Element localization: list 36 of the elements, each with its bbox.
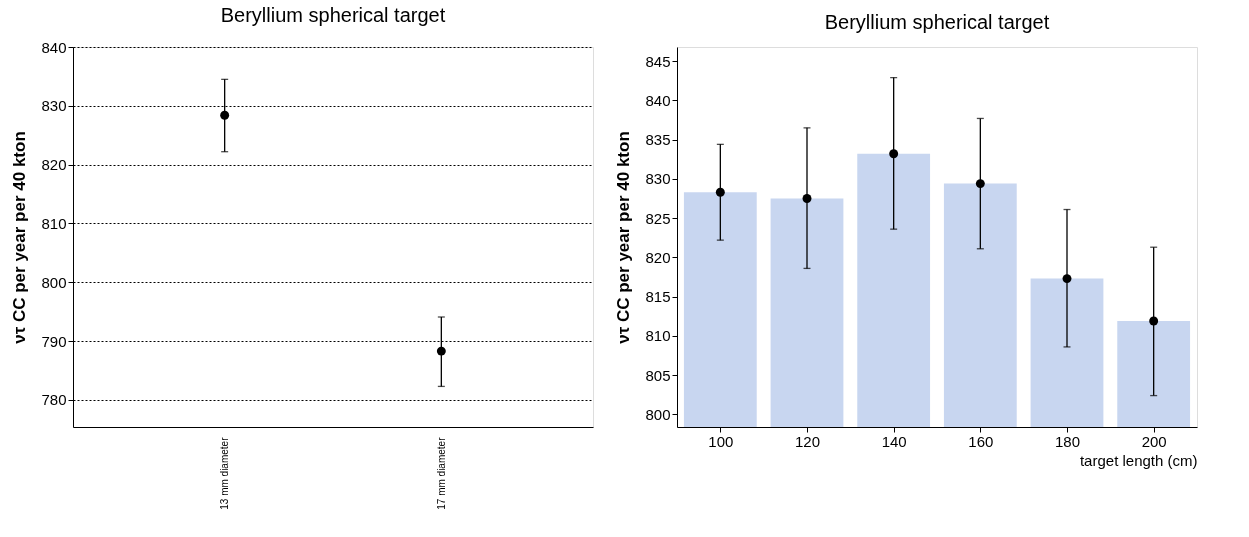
- x-tick-label: 100: [708, 432, 734, 450]
- y-tick-label: 800: [41, 273, 67, 291]
- point: [889, 149, 899, 159]
- x-tick-label: 13 mm diameter: [219, 436, 231, 510]
- point: [975, 179, 985, 189]
- y-tick-label: 820: [645, 248, 671, 266]
- x-tick-label: 160: [968, 432, 994, 450]
- chart-title: Beryllium spherical target: [824, 11, 1050, 33]
- x-tick-label: 140: [881, 432, 907, 450]
- y-tick-label: 835: [645, 131, 671, 149]
- y-tick-label: 840: [645, 91, 671, 109]
- y-tick-label: 810: [41, 214, 67, 232]
- x-tick-label: 200: [1141, 432, 1167, 450]
- y-tick-label: 840: [41, 38, 67, 56]
- y-tick-label: 815: [645, 288, 671, 306]
- x-tick-label: 17 mm diameter: [435, 436, 447, 510]
- y-tick-label: 830: [41, 97, 67, 115]
- y-tick-label: 810: [645, 327, 671, 345]
- x-tick-label: 180: [1054, 432, 1081, 450]
- point: [715, 187, 725, 197]
- y-tick-label: 845: [645, 52, 671, 70]
- y-tick-label: 825: [645, 209, 671, 227]
- y-tick-label: 790: [41, 332, 67, 350]
- chart-title: Beryllium spherical target: [220, 4, 446, 26]
- y-axis-title: ντ CC per year per 40 kton: [614, 131, 634, 344]
- y-tick-label: 805: [645, 366, 671, 384]
- y-axis-title: ντ CC per year per 40 kton: [10, 131, 30, 344]
- point: [1149, 316, 1159, 326]
- point: [1062, 274, 1072, 284]
- y-tick-label: 820: [41, 156, 67, 174]
- y-tick-label: 800: [645, 405, 671, 423]
- point: [802, 194, 812, 203]
- x-tick-label: 120: [794, 432, 821, 450]
- y-tick-label: 780: [41, 391, 67, 409]
- x-axis-title: target length (cm): [1079, 451, 1198, 469]
- y-tick-label: 830: [645, 170, 671, 188]
